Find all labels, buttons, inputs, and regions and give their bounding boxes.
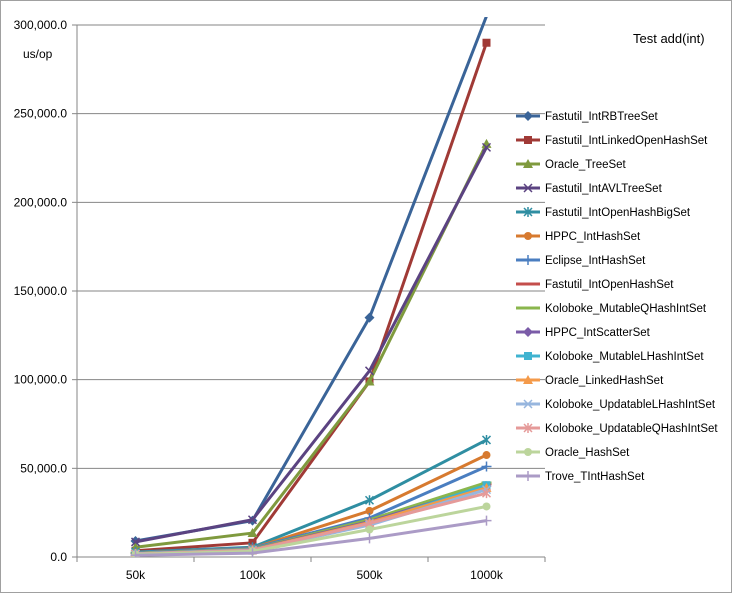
data-point <box>523 159 533 168</box>
legend-entry: HPPC_IntHashSet <box>516 231 641 243</box>
legend-entry: Trove_TIntHashSet <box>516 471 645 483</box>
data-point <box>482 451 491 460</box>
gridlines <box>72 24 546 562</box>
y-tick-label: 150,000.0 <box>14 284 68 298</box>
data-point <box>130 550 141 557</box>
data-point <box>523 375 533 384</box>
data-point <box>364 495 375 506</box>
y-axis-label: us/op <box>23 47 53 61</box>
legend-label: Fastutil_IntRBTreeSet <box>545 111 659 123</box>
data-point <box>482 38 491 47</box>
data-point <box>481 515 492 526</box>
data-point <box>364 366 375 376</box>
legend-label: HPPC_IntHashSet <box>545 231 641 243</box>
legend-label: Trove_TIntHashSet <box>545 471 645 483</box>
legend-label: Oracle_TreeSet <box>545 159 627 171</box>
data-point <box>482 502 491 511</box>
y-tick-labels: 0.0 50,000.0 100,000.0 150,000.0 200,000.0 25… <box>14 18 68 564</box>
data-point <box>247 528 258 538</box>
series-line <box>135 42 488 553</box>
x-tick-label: 50k <box>126 568 146 582</box>
legend-entry: Fastutil_IntOpenHashBigSet <box>516 207 691 219</box>
legend-entry: Eclipse_IntHashSet <box>516 255 646 267</box>
legend-entry: Fastutil_IntLinkedOpenHashSet <box>516 135 708 147</box>
legend-label: Oracle_HashSet <box>545 447 630 459</box>
data-point <box>481 461 492 472</box>
series-line <box>135 519 487 557</box>
legend-label: Koloboke_UpdatableQHashIntSet <box>545 423 718 435</box>
legend-entry: Fastutil_IntOpenHashSet <box>516 279 674 291</box>
y-tick-label: 100,000.0 <box>14 373 68 387</box>
legend-entry: Fastutil_IntAVLTreeSet <box>516 183 663 195</box>
data-point <box>524 136 532 144</box>
legend-label: Koloboke_UpdatableLHashIntSet <box>545 399 716 411</box>
legend-label: Fastutil_IntLinkedOpenHashSet <box>545 135 708 147</box>
data-point <box>481 434 492 445</box>
data-point <box>130 537 141 547</box>
series-lines <box>130 17 492 557</box>
legend-label: Koloboke_MutableLHashIntSet <box>545 351 704 363</box>
y-tick-label: 0.0 <box>50 550 67 564</box>
y-tick-label: 300,000.0 <box>14 18 68 32</box>
y-tick-label: 200,000.0 <box>14 195 68 209</box>
x-tick-label: 500k <box>356 568 383 582</box>
data-point <box>523 423 533 433</box>
series-line <box>135 146 488 544</box>
series-Fastutil_IntAVLTreeSet <box>130 142 492 547</box>
data-point <box>365 506 374 515</box>
legend-entry: HPPC_IntScatterSet <box>516 327 651 339</box>
x-tick-label: 1000k <box>470 568 504 582</box>
data-point <box>481 488 492 499</box>
data-point <box>364 533 375 544</box>
legend-label: Eclipse_IntHashSet <box>545 255 646 267</box>
data-point <box>523 399 533 409</box>
legend-label: Oracle_LinkedHashSet <box>545 375 664 387</box>
series-line <box>135 143 488 549</box>
data-point <box>523 111 533 121</box>
series-Trove_TIntHashSet <box>130 515 492 557</box>
legend-entry: Koloboke_UpdatableQHashIntSet <box>516 423 718 435</box>
data-point <box>365 525 374 534</box>
legend-entry: Oracle_TreeSet <box>516 159 627 171</box>
legend-entry: Fastutil_IntRBTreeSet <box>516 111 659 123</box>
legend-label: Koloboke_MutableQHashIntSet <box>545 303 707 315</box>
data-point <box>247 548 258 557</box>
x-tick-label: 100k <box>239 568 266 582</box>
legend-label: Fastutil_IntOpenHashBigSet <box>545 207 691 219</box>
x-tick-labels: 50k 100k 500k 1000k <box>126 568 504 582</box>
data-point <box>364 376 375 386</box>
legend-entry: Oracle_HashSet <box>516 447 630 459</box>
legend-entry: Koloboke_UpdatableLHashIntSet <box>516 399 716 411</box>
y-tick-label: 50,000.0 <box>20 461 67 475</box>
data-point <box>481 142 492 152</box>
data-point <box>523 471 533 481</box>
axes <box>76 25 545 558</box>
data-point <box>523 207 533 217</box>
data-point <box>524 448 532 456</box>
legend-label: Fastutil_IntAVLTreeSet <box>545 183 663 195</box>
data-point <box>524 232 532 240</box>
data-point <box>524 352 532 360</box>
legend-label: HPPC_IntScatterSet <box>545 327 651 339</box>
data-point <box>247 515 258 525</box>
data-point <box>523 183 533 193</box>
legend-label: Fastutil_IntOpenHashSet <box>545 279 674 291</box>
y-tick-label: 250,000.0 <box>14 107 68 121</box>
data-point <box>523 255 533 265</box>
legend-entry: Koloboke_MutableQHashIntSet <box>516 303 707 315</box>
legend-entry: Oracle_LinkedHashSet <box>516 375 664 387</box>
data-point <box>523 327 533 337</box>
chart-title: Test add(int) <box>633 31 705 46</box>
legend-entry: Koloboke_MutableLHashIntSet <box>516 351 704 363</box>
data-point <box>364 312 375 323</box>
legend: Fastutil_IntRBTreeSet Fastutil_IntLinkedO… <box>516 111 718 483</box>
